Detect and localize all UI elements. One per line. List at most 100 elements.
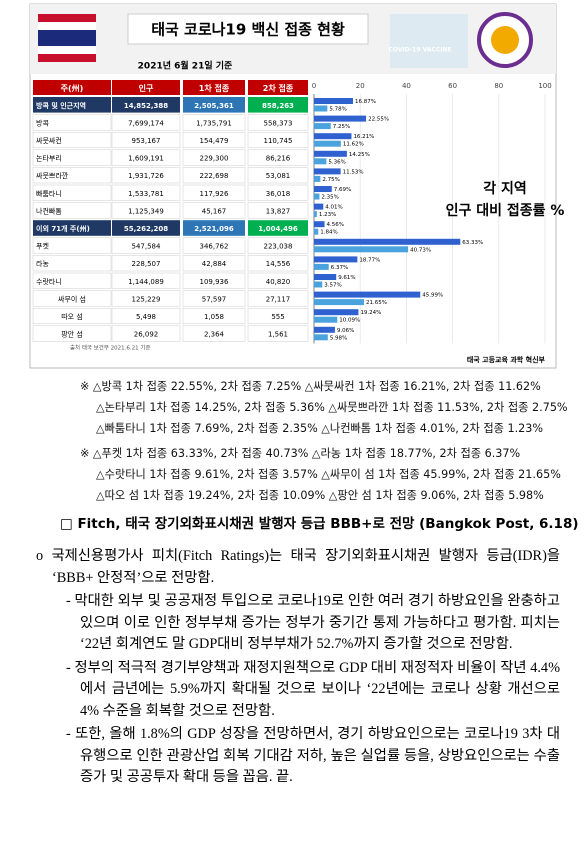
x-tick-label: 40 bbox=[402, 82, 411, 90]
bar bbox=[314, 238, 461, 245]
infographic: 태국 코로나19 백신 접종 현황 2021년 6월 21일 기준 COVID-… bbox=[29, 3, 565, 369]
note-line: ※ △푸켓 1차 접종 63.33%, 2차 접종 40.73% △라농 1차 … bbox=[80, 447, 521, 460]
table-cell bbox=[182, 202, 246, 219]
bar-label: 5.98% bbox=[330, 335, 347, 341]
table-text: 푸켓 bbox=[36, 242, 49, 251]
source: 출처 태국 보건부 2021.6.21 기준 bbox=[70, 344, 151, 352]
table-cell bbox=[111, 202, 181, 219]
chart-annotation: 인구 대비 접종률 % bbox=[446, 202, 565, 219]
bar-label: 3.57% bbox=[324, 283, 341, 289]
bar bbox=[314, 326, 335, 333]
bar bbox=[314, 140, 341, 147]
bar bbox=[314, 316, 338, 323]
table-text: 86,216 bbox=[266, 155, 291, 163]
bar bbox=[314, 193, 320, 200]
table-text: 229,300 bbox=[200, 155, 229, 163]
table-cell bbox=[111, 307, 181, 325]
bar bbox=[314, 115, 367, 122]
table-text: 13,827 bbox=[266, 207, 291, 215]
footer: 태국 고등교육 과학 혁신부 bbox=[467, 355, 546, 364]
table-cell bbox=[247, 184, 309, 201]
x-tick-label: 20 bbox=[356, 82, 365, 90]
table-text: 논타부리 bbox=[36, 154, 62, 163]
table-cell bbox=[182, 272, 246, 289]
table-text: 558,373 bbox=[264, 119, 293, 127]
table-text: 수랏타니 bbox=[36, 277, 62, 286]
table-text: 따오 섬 bbox=[61, 312, 83, 321]
bar-label: 9.61% bbox=[338, 275, 355, 281]
table-cell bbox=[182, 307, 246, 325]
header-text: 1차 접종 bbox=[199, 83, 230, 93]
table-text: 55,262,208 bbox=[124, 225, 168, 233]
table-text: 154,479 bbox=[200, 137, 229, 145]
bar bbox=[314, 133, 352, 140]
x-tick-label: 60 bbox=[448, 82, 457, 90]
table-text: 42,884 bbox=[202, 260, 227, 268]
bar bbox=[314, 98, 353, 104]
table-cell bbox=[182, 184, 246, 201]
bar-label: 6.37% bbox=[331, 265, 348, 271]
table-cell bbox=[247, 272, 309, 289]
table-text: 1,931,726 bbox=[128, 172, 164, 180]
table-text: 53,081 bbox=[266, 172, 291, 180]
table-cell bbox=[32, 272, 112, 289]
table-text: 1,125,349 bbox=[128, 207, 164, 215]
table-cell bbox=[182, 290, 246, 307]
table-text: 125,229 bbox=[132, 295, 161, 303]
table-text: 45,167 bbox=[202, 207, 227, 215]
bar bbox=[314, 203, 324, 210]
bar bbox=[314, 299, 365, 306]
table-cell bbox=[247, 290, 309, 307]
table-cell bbox=[111, 272, 181, 289]
bar bbox=[314, 211, 317, 218]
bar bbox=[314, 123, 331, 130]
table-cell bbox=[182, 255, 246, 272]
bar bbox=[314, 291, 421, 298]
logo-inner bbox=[491, 26, 519, 54]
table-cell bbox=[182, 167, 246, 184]
table-cell bbox=[111, 114, 181, 131]
table-cell bbox=[32, 184, 112, 201]
x-tick-label: 0 bbox=[312, 82, 316, 90]
table-cell bbox=[182, 114, 246, 131]
title-box bbox=[127, 13, 369, 45]
bar bbox=[314, 150, 347, 157]
table-cell bbox=[111, 131, 181, 149]
bar bbox=[314, 281, 323, 288]
table-text: 방콕 bbox=[36, 118, 49, 127]
table-text: 1,735,791 bbox=[196, 119, 232, 127]
table-cell bbox=[182, 131, 246, 149]
bar-label: 5.78% bbox=[329, 107, 346, 113]
header-text: 주(州) bbox=[61, 84, 84, 93]
bar-label: 11.53% bbox=[343, 169, 364, 175]
bar-label: 5.36% bbox=[328, 159, 345, 165]
bar-label: 45.99% bbox=[422, 293, 443, 299]
table-cell bbox=[247, 307, 309, 325]
bar-label: 1.84% bbox=[320, 230, 337, 236]
table-text: 27,117 bbox=[266, 295, 291, 303]
table-text: 팡안 섬 bbox=[61, 330, 83, 339]
bar bbox=[314, 334, 328, 341]
table-text: 555 bbox=[271, 313, 284, 321]
table-cell bbox=[111, 325, 181, 342]
table-text: 1,533,781 bbox=[128, 190, 164, 198]
section: □ Fitch, 태국 장기외화표시채권 발행자 등급 BBB+로 전망 (Ba… bbox=[36, 512, 579, 791]
x-tick-label: 100 bbox=[538, 82, 551, 90]
table-cell bbox=[112, 220, 180, 236]
bar-label: 10.09% bbox=[339, 318, 360, 324]
table-cell bbox=[183, 97, 245, 113]
bar bbox=[314, 274, 337, 280]
table-cell bbox=[183, 220, 245, 236]
header-cell bbox=[112, 80, 180, 95]
table-text: 547,584 bbox=[132, 243, 161, 251]
header-cell bbox=[248, 80, 308, 95]
table-text: 7,699,174 bbox=[128, 119, 164, 127]
table-cell bbox=[247, 202, 309, 219]
bar-label: 63.33% bbox=[462, 240, 483, 246]
table-text: 라농 bbox=[36, 259, 49, 268]
table-text: 1,058 bbox=[204, 313, 224, 321]
table-cell bbox=[112, 97, 180, 113]
bar-label: 40.73% bbox=[410, 247, 431, 253]
vaccine-image bbox=[390, 14, 468, 68]
